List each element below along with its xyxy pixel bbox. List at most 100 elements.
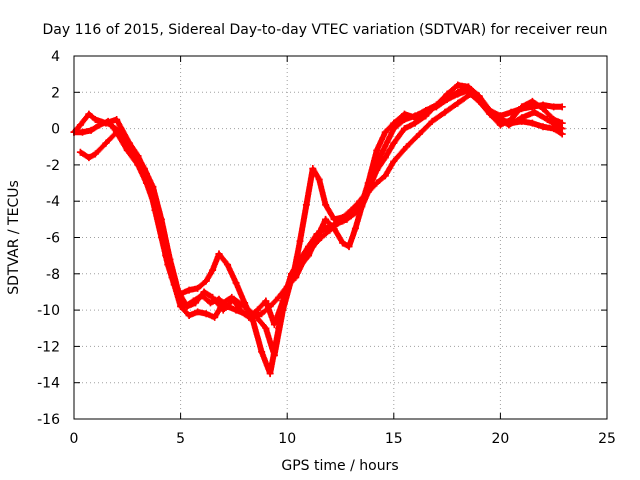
data-point [381,154,389,162]
data-point [467,90,475,98]
data-point [479,101,487,109]
data-point [347,212,355,220]
data-point [194,308,202,316]
data-point [400,125,408,133]
y-tick-label: 0 [51,122,60,138]
data-series [70,81,566,378]
data-point [428,117,436,125]
data-point [339,239,347,247]
data-point [192,299,200,307]
data-point [262,324,270,332]
data-point [157,215,165,223]
y-tick-label: -12 [37,339,60,355]
data-point [443,96,451,104]
data-point [415,130,423,138]
series-trace-4 [104,90,566,359]
data-point [76,121,84,129]
data-point [454,81,462,89]
data-point [270,321,278,329]
data-point [258,348,266,356]
data-point [505,121,513,129]
data-point [249,317,257,325]
data-point [558,103,566,111]
x-tick-labels: 0 5 10 15 20 25 [70,431,616,447]
x-tick-label: 0 [70,431,79,447]
data-point [305,252,313,260]
data-point [91,116,99,124]
x-tick-label: 5 [176,431,185,447]
data-point [351,224,359,232]
data-point [441,108,449,116]
data-point [518,114,526,122]
data-point [403,143,411,151]
data-point [85,110,93,118]
data-point [550,103,558,111]
data-point [236,306,244,314]
data-point [390,157,398,165]
data-point [518,103,526,111]
data-point [543,116,551,124]
data-point [130,146,138,154]
data-point [211,313,219,321]
y-tick-label: -2 [46,158,60,174]
data-point [117,128,125,136]
data-point [245,313,253,321]
data-point [345,243,353,251]
data-point [432,103,440,111]
data-point [230,295,238,303]
data-point [232,279,240,287]
data-point [464,86,472,94]
data-point [364,188,372,196]
data-point [296,263,304,271]
data-point [373,179,381,187]
data-point [390,139,398,147]
data-point [315,175,323,183]
data-point [528,97,536,105]
data-point [76,148,84,156]
data-point [454,99,462,107]
plot-frame [73,55,608,420]
data-point [411,114,419,122]
data-point [313,234,321,241]
data-point [302,201,310,209]
data-point [209,293,217,301]
data-point [262,297,270,305]
data-point [279,306,287,314]
data-point [85,154,93,162]
data-point [364,179,372,187]
y-tick-label: -6 [46,231,60,247]
data-point [194,284,202,292]
x-tick-label: 20 [491,431,509,447]
data-point [202,277,210,285]
data-point [330,224,338,232]
y-tick-labels: 4 2 0 -2 -4 -6 -8 -10 -12 -14 -16 [37,49,60,428]
data-point [219,299,227,307]
data-point [528,119,536,127]
y-tick-label: -10 [37,303,60,319]
data-point [454,90,462,98]
data-point [91,150,99,158]
data-point [202,310,210,318]
y-tick-label: -14 [37,376,60,392]
data-point [200,288,208,296]
data-point [185,312,193,320]
data-point [422,106,430,114]
data-point [206,299,214,307]
data-point [174,288,182,296]
data-point [258,310,266,318]
data-point [140,165,148,173]
data-point [390,119,398,127]
data-point [185,286,193,294]
data-point [322,215,330,223]
data-point [113,116,121,124]
data-point [358,203,366,211]
data-point [177,302,185,310]
chart-title: Day 116 of 2015, Sidereal Day-to-day VTE… [42,22,607,38]
data-point [253,306,261,314]
data-point [309,165,317,173]
data-point [492,114,500,122]
data-point [104,119,112,127]
data-point [96,121,104,129]
data-point [251,312,259,320]
